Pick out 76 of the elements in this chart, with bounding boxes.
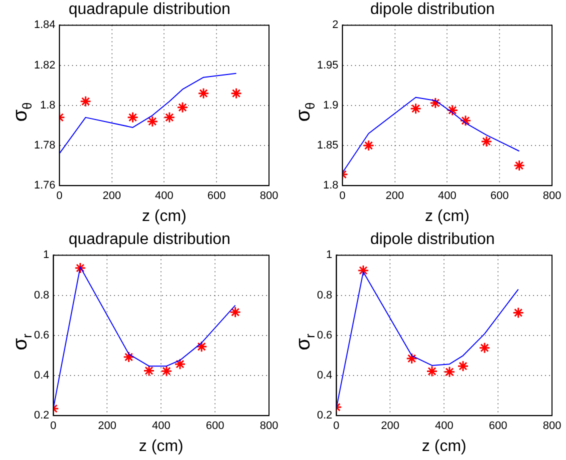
chart-title: quadrapule distribution: [68, 1, 230, 18]
point: [80, 96, 92, 108]
y-tick-label: 0.2: [34, 410, 50, 422]
x-tick-label: 600: [490, 190, 509, 202]
point: [446, 104, 458, 116]
point: [460, 114, 472, 126]
y-tick-label: 0.6: [34, 329, 50, 342]
y-tick-label: 1.78: [34, 140, 56, 152]
y-tick-label: 0.4: [34, 370, 50, 382]
y-tick-label: 2: [332, 19, 338, 32]
x-tick-label: 200: [386, 190, 404, 202]
x-tick-label: 0: [333, 420, 340, 432]
point: [478, 342, 490, 354]
point: [358, 264, 370, 276]
x-tick-label: 600: [488, 420, 508, 432]
point: [127, 112, 139, 124]
point: [480, 136, 492, 148]
x-tick-label: 400: [434, 420, 454, 432]
chart-title: quadrapule distribution: [68, 231, 230, 248]
y-tick-label: 0.8: [34, 289, 50, 302]
point: [146, 116, 158, 128]
x-tick-label: 200: [381, 420, 400, 432]
point: [196, 340, 208, 352]
point: [444, 366, 456, 378]
x-tick-label: 400: [152, 420, 170, 432]
y-tick-label: 0.2: [316, 410, 332, 422]
x-tick-label: 800: [260, 420, 278, 432]
point: [512, 306, 524, 318]
point: [74, 262, 86, 274]
x-axis-title: z (cm): [142, 208, 186, 225]
x-tick-label: 800: [542, 190, 562, 202]
point: [160, 365, 172, 377]
x-tick-label: 600: [207, 190, 226, 202]
chart-title: dipole distribution: [370, 231, 495, 248]
y-tick-label: 1.82: [34, 59, 56, 72]
point: [457, 360, 469, 372]
point: [198, 88, 210, 100]
point: [410, 102, 422, 114]
y-tick-label: 1: [43, 249, 50, 262]
x-tick-label: 0: [50, 420, 56, 432]
y-tick-label: 1.8: [323, 180, 338, 192]
x-axis-title: z (cm): [422, 438, 466, 455]
point: [176, 102, 188, 114]
point: [164, 112, 176, 124]
y-tick-label: 1.85: [316, 140, 338, 152]
y-tick-label: 1.9: [323, 99, 338, 112]
x-tick-label: 800: [542, 420, 562, 432]
x-axis-title: z (cm): [424, 208, 470, 225]
point: [406, 352, 418, 364]
y-tick-label: 0.8: [316, 289, 332, 302]
point: [230, 88, 242, 100]
y-tick-label: 0.6: [316, 329, 332, 342]
point: [143, 364, 155, 376]
x-tick-label: 800: [260, 190, 278, 202]
point: [514, 160, 525, 172]
x-tick-label: 400: [438, 190, 456, 202]
y-tick-label: 1: [326, 249, 332, 262]
y-tick-label: 0.4: [316, 370, 332, 382]
y-tick-label: 1.95: [316, 59, 338, 72]
point: [362, 140, 374, 152]
x-tick-label: 400: [155, 190, 174, 202]
x-tick-label: 200: [98, 420, 116, 432]
point: [123, 351, 135, 363]
y-tick-label: 1.8: [40, 99, 56, 112]
x-tick-label: 0: [339, 190, 346, 202]
point: [430, 97, 442, 109]
point: [426, 366, 438, 378]
x-tick-label: 200: [102, 190, 121, 202]
y-tick-label: 1.84: [34, 19, 56, 32]
x-tick-label: 600: [206, 420, 224, 432]
y-tick-label: 1.76: [34, 180, 56, 192]
x-tick-label: 0: [56, 190, 62, 202]
point: [230, 306, 242, 318]
chart-title: dipole distribution: [370, 1, 495, 18]
x-axis-title: z (cm): [138, 438, 184, 455]
point: [174, 358, 186, 370]
